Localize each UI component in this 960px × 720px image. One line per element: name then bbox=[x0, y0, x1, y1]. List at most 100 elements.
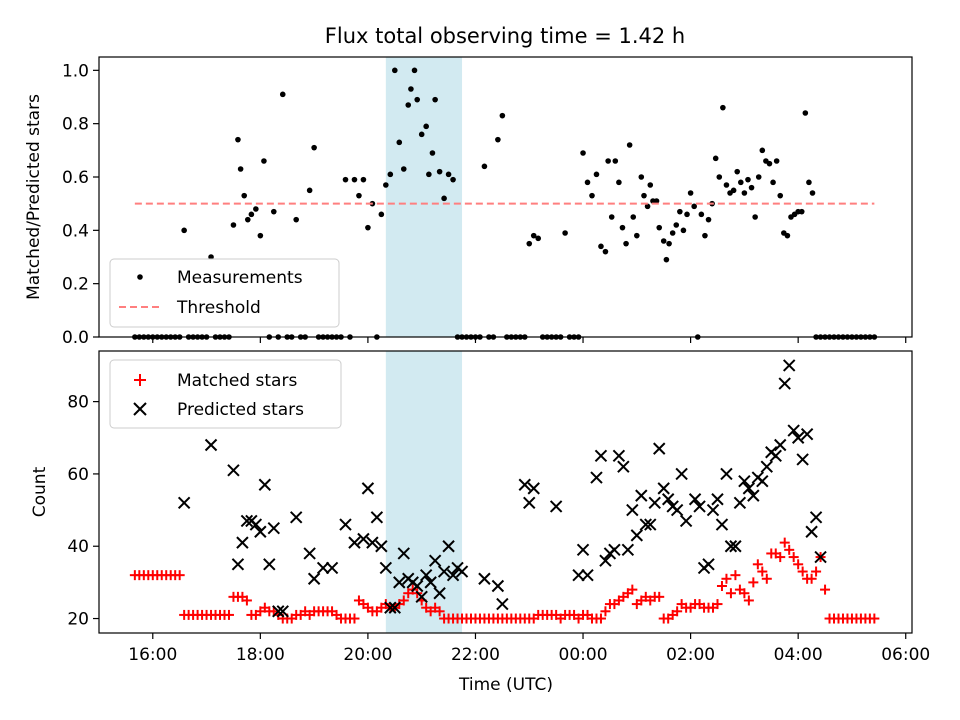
measurement-point bbox=[495, 136, 501, 143]
predicted-point-b bbox=[236, 536, 249, 549]
y-tick-label: 0.0 bbox=[62, 328, 89, 348]
measurement-point bbox=[481, 163, 488, 170]
measurement-point bbox=[432, 96, 438, 103]
measurement-point bbox=[656, 224, 663, 231]
predicted-point-b bbox=[626, 503, 639, 517]
measurement-point bbox=[748, 184, 755, 191]
predicted-point bbox=[800, 427, 814, 441]
predicted-point bbox=[644, 518, 657, 531]
predicted-point bbox=[675, 467, 688, 481]
predicted-point-b bbox=[316, 561, 330, 575]
x-tick-label: 22:00 bbox=[451, 645, 500, 665]
top-legend-box bbox=[109, 258, 340, 328]
predicted-point-b bbox=[370, 511, 384, 524]
predicted-point-b bbox=[599, 554, 612, 567]
predicted-point-b bbox=[572, 568, 585, 582]
measurement-point bbox=[712, 155, 719, 162]
measurement-point bbox=[616, 179, 622, 186]
predicted-point bbox=[693, 500, 706, 513]
predicted-point bbox=[204, 438, 218, 452]
predicted-point-b bbox=[478, 572, 491, 585]
predicted-point-b bbox=[608, 543, 621, 557]
predicted-point bbox=[648, 496, 661, 510]
predicted-point bbox=[491, 579, 505, 593]
bottom-ylabel: Count bbox=[30, 466, 50, 517]
predicted-point-b bbox=[688, 493, 702, 506]
predicted-point-b bbox=[702, 558, 715, 571]
measurement-point bbox=[257, 232, 264, 239]
measurement-point bbox=[730, 187, 737, 194]
measurement-point bbox=[691, 203, 697, 210]
matched-point bbox=[797, 566, 808, 577]
predicted-point bbox=[415, 590, 428, 604]
legend-measurements-marker bbox=[137, 274, 143, 280]
measurement-point bbox=[680, 227, 687, 234]
measurement-point bbox=[441, 195, 447, 202]
predicted-point bbox=[635, 489, 648, 502]
predicted-point-b bbox=[711, 493, 724, 506]
predicted-point bbox=[774, 438, 787, 452]
predicted-point bbox=[289, 511, 303, 524]
matched-point bbox=[779, 537, 790, 548]
predicted-point-b bbox=[384, 601, 397, 614]
predicted-point bbox=[254, 525, 267, 538]
predicted-point bbox=[348, 536, 361, 549]
measurement-point bbox=[647, 182, 654, 188]
matched-point bbox=[712, 599, 723, 610]
measurement-point bbox=[669, 230, 676, 236]
predicted-point bbox=[316, 561, 330, 575]
measurement-point bbox=[663, 256, 670, 263]
bottom-y-ticks: 20 40 60 80 bbox=[67, 393, 99, 630]
predicted-point-b bbox=[375, 540, 388, 553]
predicted-point bbox=[702, 558, 715, 571]
measurement-point bbox=[723, 182, 730, 188]
y-tick-label: 1.0 bbox=[62, 61, 89, 81]
predicted-point-b bbox=[411, 579, 424, 593]
predicted-point bbox=[549, 500, 563, 513]
predicted-point bbox=[630, 529, 644, 542]
top-ylabel: Matched/Predicted stars bbox=[24, 94, 44, 300]
measurement-point bbox=[752, 214, 758, 220]
x-tick-label: 06:00 bbox=[881, 645, 930, 665]
predicted-point-b bbox=[576, 543, 590, 557]
measurement-point bbox=[248, 211, 255, 218]
predicted-point bbox=[258, 478, 272, 491]
y-tick-label: 20 bbox=[67, 610, 89, 630]
predicted-point-b bbox=[796, 453, 809, 466]
predicted-point-b bbox=[769, 449, 782, 463]
measurement-point bbox=[360, 176, 367, 183]
predicted-point bbox=[747, 489, 760, 502]
measurement-point bbox=[745, 176, 751, 183]
measurement-point bbox=[293, 216, 299, 223]
predicted-point-b bbox=[446, 568, 460, 582]
x-tick-label: 20:00 bbox=[343, 645, 392, 665]
predicted-point bbox=[384, 601, 397, 614]
predicted-point bbox=[572, 568, 585, 582]
measurement-point bbox=[530, 232, 537, 239]
predicted-point bbox=[581, 568, 594, 582]
matched-point bbox=[793, 559, 804, 570]
predicted-point-b bbox=[774, 438, 787, 452]
predicted-point-b bbox=[653, 442, 666, 455]
predicted-point-b bbox=[760, 460, 773, 473]
predicted-point bbox=[303, 547, 316, 560]
matched-point bbox=[752, 559, 763, 570]
measurement-point bbox=[414, 96, 421, 103]
matched-point bbox=[627, 584, 638, 595]
predicted-point-b bbox=[791, 431, 805, 444]
measurement-point bbox=[235, 136, 241, 143]
matched-point bbox=[725, 588, 736, 599]
predicted-point bbox=[437, 565, 451, 578]
y-tick-label: 80 bbox=[67, 393, 89, 413]
y-tick-label: 40 bbox=[67, 537, 89, 557]
predicted-point-b bbox=[778, 377, 791, 390]
measurement-point bbox=[450, 176, 456, 183]
predicted-point-b bbox=[800, 427, 814, 441]
matched-point bbox=[716, 581, 727, 591]
measurement-point bbox=[342, 176, 349, 183]
matched-point bbox=[654, 591, 665, 602]
predicted-point bbox=[379, 561, 393, 575]
matched-point bbox=[784, 544, 795, 555]
matched-point bbox=[820, 584, 831, 595]
predicted-point-b bbox=[594, 449, 608, 463]
